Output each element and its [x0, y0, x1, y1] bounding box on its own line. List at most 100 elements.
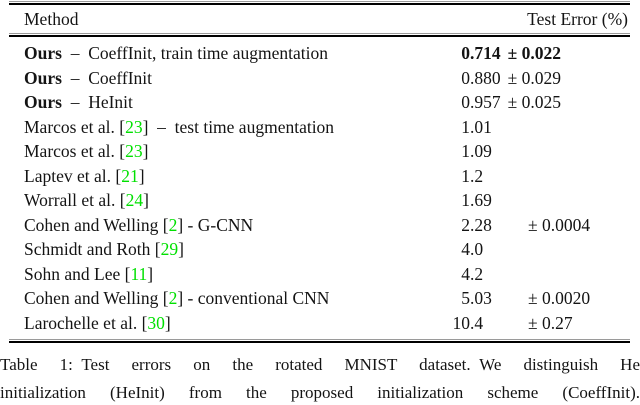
method-text: Marcos et al. [ — [24, 141, 126, 161]
citation-number: 30 — [147, 312, 165, 333]
error-value-int: 2 — [461, 214, 470, 235]
method-text: ] — [143, 190, 149, 210]
test-error-cell: 5.03 ± 0.0020 — [450, 286, 590, 311]
error-plus-minus: ± 0.029 — [507, 67, 561, 88]
method-text: Ours — [24, 43, 62, 63]
table-body: Ours – CoeffInit, train time augmentatio… — [9, 37, 630, 339]
method-text: – CoeffInit, train time augmentation — [61, 43, 328, 63]
method-text: Ours — [24, 92, 62, 112]
table-row: Larochelle et al. [30] 10.4 ± 0.27 — [9, 311, 630, 336]
citation-number: 23 — [125, 141, 143, 161]
test-error-cell: 10.4 ± 0.27 — [450, 311, 573, 336]
column-header-method: Method — [24, 8, 79, 29]
table-row: Cohen and Welling [2] - G-CNN 2.28 ± 0.000… — [9, 213, 630, 238]
table-row: Cohen and Welling [2] - conventional CNN… — [9, 286, 630, 311]
method-text: Worrall et al. [ — [24, 190, 126, 210]
error-plus-minus: ± 0.022 — [507, 43, 561, 63]
error-value-frac: .957 — [470, 92, 501, 112]
method-text: Larochelle et al. [ — [24, 312, 148, 333]
test-error-cell: 0.714 ± 0.022 — [450, 41, 561, 66]
method-cell: Marcos et al. [23] – test time augmentat… — [24, 115, 334, 140]
error-value-int: 0 — [461, 67, 470, 88]
citation-number: 11 — [130, 263, 148, 284]
method-cell: Laptev et al. [21] — [24, 164, 145, 189]
table-row: Ours – CoeffInit, train time augmentatio… — [9, 41, 630, 66]
error-value-int: 0 — [461, 92, 470, 112]
table-row: Schmidt and Roth [29] 4.0 — [9, 237, 630, 262]
method-text: ] - G-CNN — [177, 214, 254, 235]
citation-number: 2 — [168, 214, 178, 235]
error-plus-minus: ± 0.0020 — [528, 288, 591, 308]
method-text: ] — [142, 141, 149, 161]
test-error-cell: 0.880 ± 0.029 — [450, 66, 561, 91]
error-value-int: 0 — [461, 43, 470, 63]
table-row: Ours – CoeffInit 0.880 ± 0.029 — [9, 66, 630, 91]
caption-line-2: initialization (HeInit) from the propose… — [0, 382, 640, 402]
test-error-cell: 1.01 — [450, 115, 492, 140]
error-value-frac: .714 — [470, 43, 501, 63]
error-value-frac: .28 — [470, 214, 492, 235]
method-text: ] — [147, 263, 154, 284]
method-text: – CoeffInit — [61, 67, 153, 88]
table-row: Worrall et al. [24] 1.69 — [9, 188, 630, 213]
error-value-frac: .01 — [470, 116, 492, 137]
method-text: ] - conventional CNN — [177, 288, 330, 308]
table-top-rule — [9, 1, 630, 5]
method-cell: Cohen and Welling [2] - G-CNN — [24, 213, 253, 238]
error-plus-minus: ± 0.27 — [528, 312, 573, 333]
method-text: Sohn and Lee [ — [24, 263, 131, 284]
method-text: ] — [178, 239, 184, 259]
caption-line-1: Table 1: Test errors on the rotated MNIS… — [0, 355, 640, 374]
error-value-frac: .03 — [470, 288, 492, 308]
method-text: Laptev et al. [ — [24, 165, 122, 186]
error-plus-minus: ± 0.0004 — [528, 214, 591, 235]
test-error-cell: 1.69 — [450, 188, 492, 213]
citation-number: 2 — [168, 288, 178, 308]
error-value-int: 4 — [461, 239, 470, 259]
table-row: Laptev et al. [21] 1.2 — [9, 164, 630, 189]
error-value-int: 1 — [461, 190, 470, 210]
table-caption: Table 1: Test errors on the rotated MNIS… — [0, 351, 640, 405]
test-error-cell: 1.2 — [450, 164, 483, 189]
error-value-frac: .2 — [470, 165, 484, 186]
method-text: – HeInit — [61, 92, 133, 112]
column-header-test-error: Test Error (%) — [527, 8, 628, 29]
error-value-frac: .0 — [470, 239, 484, 259]
test-error-cell: 4.2 — [450, 262, 483, 287]
method-cell: Cohen and Welling [2] - conventional CNN — [24, 286, 329, 311]
table-row: Sohn and Lee [11] 4.2 — [9, 262, 630, 287]
citation-number: 24 — [125, 190, 144, 210]
method-cell: Schmidt and Roth [29] — [24, 237, 184, 262]
error-value-int: 4 — [461, 263, 470, 284]
error-value-int: 1 — [461, 116, 470, 137]
error-value-frac: .69 — [470, 190, 492, 210]
method-cell: Ours – CoeffInit, train time augmentatio… — [24, 41, 328, 66]
test-error-cell: 4.0 — [450, 237, 483, 262]
error-value-int: 10 — [452, 312, 471, 333]
method-cell: Ours – CoeffInit — [24, 66, 152, 91]
test-error-cell: 1.09 — [450, 139, 492, 164]
method-text: Marcos et al. [ — [24, 116, 126, 137]
error-value-frac: .09 — [470, 141, 492, 161]
method-cell: Worrall et al. [24] — [24, 188, 149, 213]
table-header-rule — [9, 33, 630, 37]
method-text: ] — [138, 165, 145, 186]
test-error-cell: 0.957 ± 0.025 — [450, 90, 561, 115]
method-text: Schmidt and Roth [ — [24, 239, 161, 259]
error-value-frac: .2 — [470, 263, 484, 284]
error-value-int: 1 — [461, 165, 470, 186]
table-row: Marcos et al. [23] 1.09 — [9, 139, 630, 164]
citation-number: 23 — [125, 116, 143, 137]
method-cell: Ours – HeInit — [24, 90, 133, 115]
table-bottom-rule — [9, 339, 630, 343]
table-header-row: Method Test Error (%) — [9, 5, 630, 33]
method-cell: Sohn and Lee [11] — [24, 262, 153, 287]
table-row: Marcos et al. [23] – test time augmentat… — [9, 115, 630, 140]
error-plus-minus: ± 0.025 — [507, 92, 561, 112]
citation-number: 29 — [160, 239, 179, 259]
method-text: Ours — [24, 67, 62, 88]
results-table: Method Test Error (%) Ours – CoeffInit, … — [9, 1, 630, 343]
error-value-int: 1 — [461, 141, 470, 161]
error-value-frac: .880 — [470, 67, 501, 88]
